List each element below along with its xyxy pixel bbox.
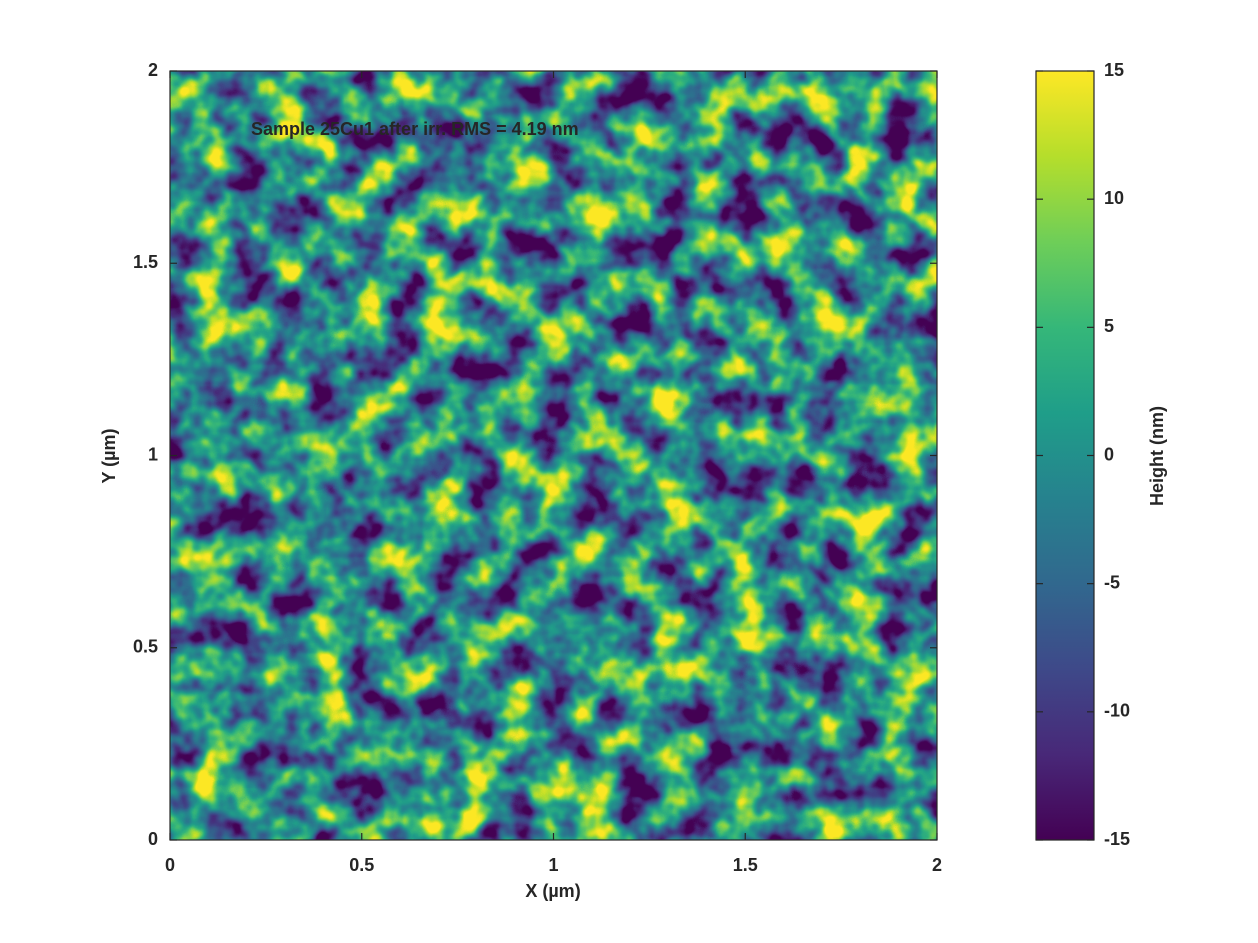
colorbar-tick-label: -15 xyxy=(1104,829,1130,849)
height-map xyxy=(170,71,937,840)
colorbar-tick-label: -5 xyxy=(1104,572,1120,592)
colorbar-tick-label: 0 xyxy=(1104,444,1114,464)
y-tick-label: 1.5 xyxy=(133,252,158,272)
colorbar-tick-label: 5 xyxy=(1104,316,1114,336)
x-tick-label: 1.5 xyxy=(733,855,758,875)
colorbar-tick-label: 10 xyxy=(1104,188,1124,208)
colorbar xyxy=(1036,71,1094,840)
x-tick-label: 1 xyxy=(548,855,558,875)
x-axis-label: X (µm) xyxy=(525,881,580,901)
colorbar-label: Height (nm) xyxy=(1147,406,1167,506)
y-tick-label: 0.5 xyxy=(133,637,158,657)
colorbar-tick-label: 15 xyxy=(1104,60,1124,80)
x-tick-label: 0.5 xyxy=(349,855,374,875)
colorbar-tick-label: -10 xyxy=(1104,701,1130,721)
y-axis-label: Y (µm) xyxy=(99,428,119,483)
y-tick-label: 2 xyxy=(148,60,158,80)
y-tick-label: 0 xyxy=(148,829,158,849)
annotation: Sample 25Cu1 after irr. RMS = 4.19 nm xyxy=(251,119,579,139)
y-tick-label: 1 xyxy=(148,444,158,464)
x-tick-label: 0 xyxy=(165,855,175,875)
x-tick-label: 2 xyxy=(932,855,942,875)
